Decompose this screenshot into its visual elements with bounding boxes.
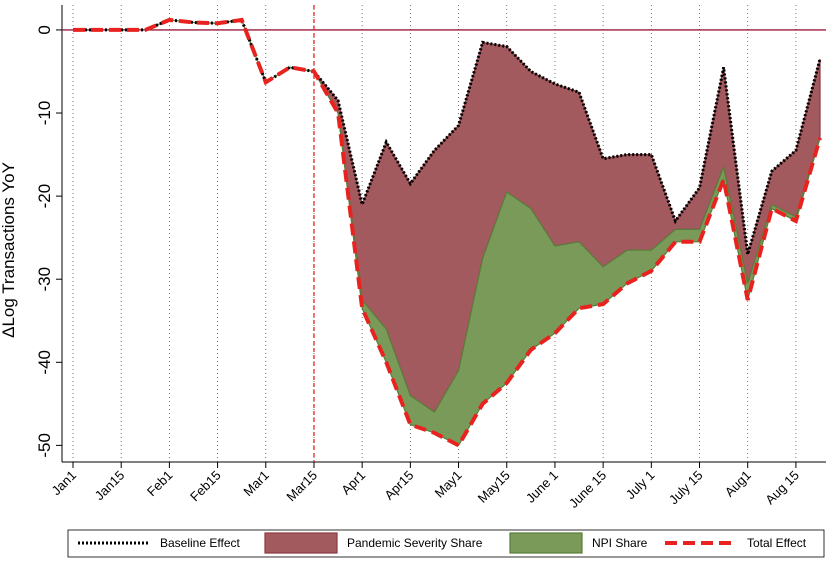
x-tick-label: Jan15 [92,468,128,504]
legend-box [67,529,825,558]
x-tick-label: Feb1 [144,468,176,500]
legend-label: Pandemic Severity Share [347,536,483,550]
x-tick-label: June 15 [566,468,609,511]
legend-swatch [264,532,338,554]
x-tick-label: Apr1 [338,468,368,498]
legend-swatch [509,532,583,554]
x-tick-label: June 1 [523,468,561,506]
x-tick-label: Mar1 [240,468,272,500]
y-tick-label: -50 [35,433,54,458]
x-tick-label: July 15 [666,468,706,508]
y-tick-label: -40 [35,350,54,375]
y-tick-label: 0 [35,25,54,34]
legend-label: Total Effect [747,536,807,550]
line [73,18,822,255]
y-tick-label: -10 [35,101,54,126]
x-tick-label: May15 [475,468,513,506]
x-tick-label: May1 [432,468,465,501]
line [73,17,822,449]
y-axis-label: ΔLog Transactions YoY [0,162,18,338]
x-tick-label: Jan1 [49,468,80,499]
legend-label: NPI Share [592,536,648,550]
x-tick-label: Aug1 [722,468,754,500]
x-tick-label: Mar15 [283,468,320,505]
x-tick-label: Apr15 [381,468,416,503]
legend-label: Baseline Effect [160,536,240,550]
y-tick-label: -30 [35,267,54,292]
y-tick-label: -20 [35,184,54,209]
x-tick-label: Feb15 [187,468,224,505]
x-tick-label: July 1 [623,468,658,503]
x-tick-label: Aug 15 [762,468,802,508]
